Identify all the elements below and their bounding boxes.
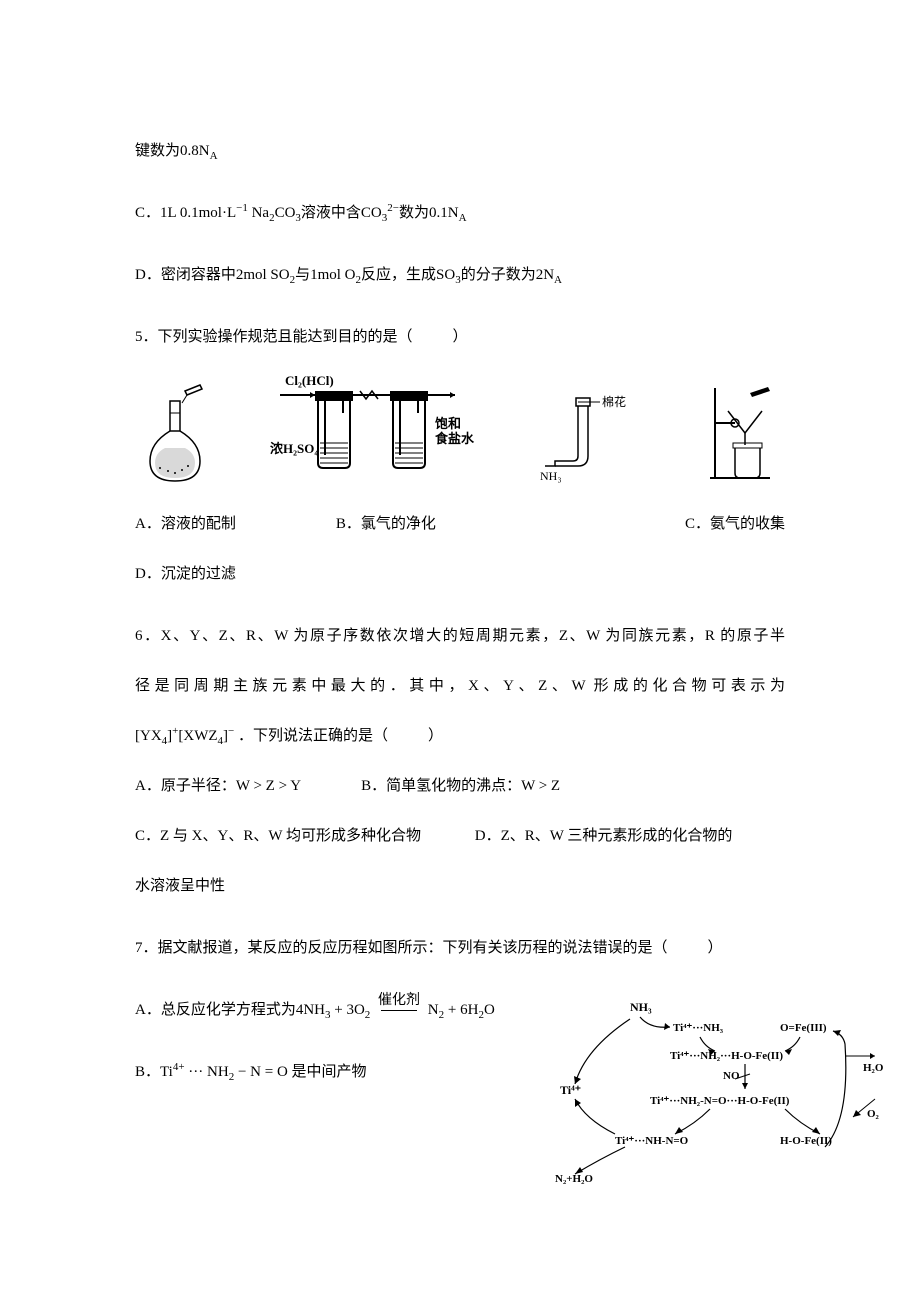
- q4c-pre: C．1L 0.1mol·L: [135, 205, 236, 221]
- cat-label: 催化剂: [378, 993, 420, 1010]
- q4-option-d: D．密闭容器中2mol SO2与1mol O2反应，生成SO3的分子数为2NA: [135, 254, 785, 296]
- d-n2h2o: N₂+H₂O: [555, 1173, 593, 1184]
- frag1-sub: A: [210, 150, 218, 162]
- q4c-sup1: −1: [236, 202, 248, 214]
- q5-options-row1: A．溶液的配制 B．氯气的净化 C．氨气的收集: [135, 503, 785, 545]
- q7-cycle-diagram: NH₃ Ti⁴⁺···NH₃ O=Fe(III) Ti⁴⁺···NH₂···H-…: [555, 999, 885, 1201]
- q7a-mid2: N: [428, 1002, 439, 1018]
- q6-opt-b: B．简单氢化物的沸点：W > Z: [361, 765, 560, 807]
- q4c-sub4: A: [459, 212, 467, 224]
- q4d-sub4: A: [554, 274, 562, 286]
- catalyst-fraction: 催化剂: [378, 993, 420, 1028]
- d-ti4: Ti⁴⁺: [560, 1083, 581, 1097]
- q6-opt-d-line2: 水溶液呈中性: [135, 865, 785, 907]
- q7a-end: O: [484, 1002, 495, 1018]
- q7a-sub2: 2: [365, 1009, 371, 1021]
- q6-stem3-end: ）: [428, 728, 443, 744]
- q7a-pre: A．总反应化学方程式为4NH: [135, 1002, 325, 1018]
- q4c-mid2: CO: [275, 205, 296, 221]
- d-tinhno: Ti⁴⁺···NH-N=O: [615, 1135, 689, 1147]
- q4-fragment: 键数为0.8NA: [135, 130, 785, 172]
- f-mid2: [XWZ: [178, 728, 217, 744]
- q7b-pre: B．Ti: [135, 1064, 173, 1080]
- q7b-mid: ··· NH: [185, 1064, 229, 1080]
- label-nacl1: 饱和: [434, 416, 461, 431]
- q4-option-c: C．1L 0.1mol·L−1 Na2CO3溶液中含CO32−数为0.1NA: [135, 192, 785, 234]
- q6-opts-ab: A．原子半径：W > Z > Y B．简单氢化物的沸点：W > Z: [135, 765, 785, 807]
- d-o2: O₂: [867, 1108, 880, 1120]
- diagram-b-chlorine: Cl₂(HCl) 浓H₂SO₄ 饱和 食盐水: [260, 373, 490, 483]
- q4d-mid2: 反应，生成SO: [361, 267, 455, 283]
- q5-opt-d: D．沉淀的过滤: [135, 553, 785, 595]
- d-tinh2hofe: Ti⁴⁺···NH₂···H-O-Fe(II): [670, 1050, 783, 1062]
- d-ofe3: O=Fe(III): [780, 1022, 827, 1034]
- q6-opt-a: A．原子半径：W > Z > Y: [135, 765, 301, 807]
- d-nh3: NH₃: [630, 1000, 652, 1014]
- f-pre: [YX: [135, 728, 162, 744]
- q5-opt-a: A．溶液的配制: [135, 503, 236, 545]
- filtration-icon: [700, 383, 780, 483]
- q4c-mid1: Na: [248, 205, 269, 221]
- label-cotton: 棉花: [602, 394, 626, 409]
- nh3-collection-icon: 棉花 NH₃: [540, 388, 650, 483]
- q4c-sup2: 2−: [387, 202, 399, 214]
- q4d-mid3: 的分子数为2N: [461, 267, 554, 283]
- q5-stem: 5．下列实验操作规范且能达到目的的是（ ）: [135, 316, 785, 358]
- q7-stem-end: ）: [708, 940, 723, 956]
- d-tinh2nohofe: Ti⁴⁺···NH₂-N=O···H-O-Fe(II): [650, 1095, 790, 1107]
- q7-stem: 7．据文献报道，某反应的反应历程如图所示：下列有关该历程的说法错误的是（ ）: [135, 927, 785, 969]
- q7b-sup: 4+: [173, 1061, 185, 1073]
- q5-opt-c: C．氨气的收集: [685, 503, 785, 545]
- q7-stem-text: 7．据文献报道，某反应的反应历程如图所示：下列有关该历程的说法错误的是（: [135, 940, 668, 956]
- q7b-end: − N = O 是中间产物: [234, 1064, 366, 1080]
- purification-icon: Cl₂(HCl) 浓H₂SO₄ 饱和 食盐水: [260, 373, 490, 483]
- q4c-mid3: 溶液中含CO: [301, 205, 382, 221]
- q5-stem-end: ）: [453, 329, 468, 345]
- q4d-mid1: 与1mol O: [295, 267, 355, 283]
- q6-stem2: 径是同周期主族元素中最大的．其中，X、Y、Z、W 形成的化合物可表示为: [135, 665, 785, 707]
- diagram-a-flask: [140, 383, 210, 483]
- d-h2o: H₂O: [863, 1062, 884, 1074]
- q6-opt-c: C．Z 与 X、Y、R、W 均可形成多种化合物: [135, 828, 421, 844]
- q6-stem1: 6．X、Y、Z、R、W 为原子序数依次增大的短周期元素，Z、W 为同族元素，R …: [135, 615, 785, 657]
- q5-diagrams: Cl₂(HCl) 浓H₂SO₄ 饱和 食盐水: [135, 373, 785, 483]
- q5-opt-b: B．氯气的净化: [336, 503, 436, 545]
- q7a-mid1: + 3O: [331, 1002, 365, 1018]
- q7-body: A．总反应化学方程式为4NH3 + 3O2 催化剂 N2 + 6H2O B．Ti…: [135, 989, 785, 1093]
- q6-formula-line: [YX4]+[XWZ4]− ．下列说法正确的是（ ）: [135, 715, 785, 757]
- reaction-cycle-icon: NH₃ Ti⁴⁺···NH₃ O=Fe(III) Ti⁴⁺···NH₂···H-…: [555, 999, 885, 1184]
- q6-stem3: ．下列说法正确的是（: [238, 728, 388, 744]
- f-sup2: −: [228, 725, 234, 737]
- cat-line: [381, 1010, 417, 1028]
- d-tinh3: Ti⁴⁺···NH₃: [673, 1022, 724, 1034]
- q5-stem-text: 5．下列实验操作规范且能达到目的的是（: [135, 329, 413, 345]
- q6-formula: [YX4]+[XWZ4]−: [135, 728, 238, 744]
- label-nacl2: 食盐水: [435, 431, 475, 446]
- label-h2so4: 浓H₂SO₄: [270, 441, 318, 456]
- q4d-pre: D．密闭容器中2mol SO: [135, 267, 290, 283]
- q6-opt-d-pre: D．Z、R、W 三种元素形成的化合物的: [475, 828, 733, 844]
- q4c-mid4: 数为0.1N: [399, 205, 459, 221]
- d-no: NO: [723, 1070, 740, 1082]
- d-hofe2: H-O-Fe(II): [780, 1135, 832, 1147]
- q7a-mid3: + 6H: [444, 1002, 478, 1018]
- q6-opts-cd: C．Z 与 X、Y、R、W 均可形成多种化合物 D．Z、R、W 三种元素形成的化…: [135, 815, 785, 857]
- label-cl2: Cl₂(HCl): [285, 373, 334, 388]
- diagram-d-filter: [700, 383, 780, 483]
- label-nh3: NH₃: [540, 469, 562, 483]
- frag1-text: 键数为0.8N: [135, 143, 210, 159]
- diagram-c-nh3: 棉花 NH₃: [540, 388, 650, 483]
- flask-icon: [140, 383, 210, 483]
